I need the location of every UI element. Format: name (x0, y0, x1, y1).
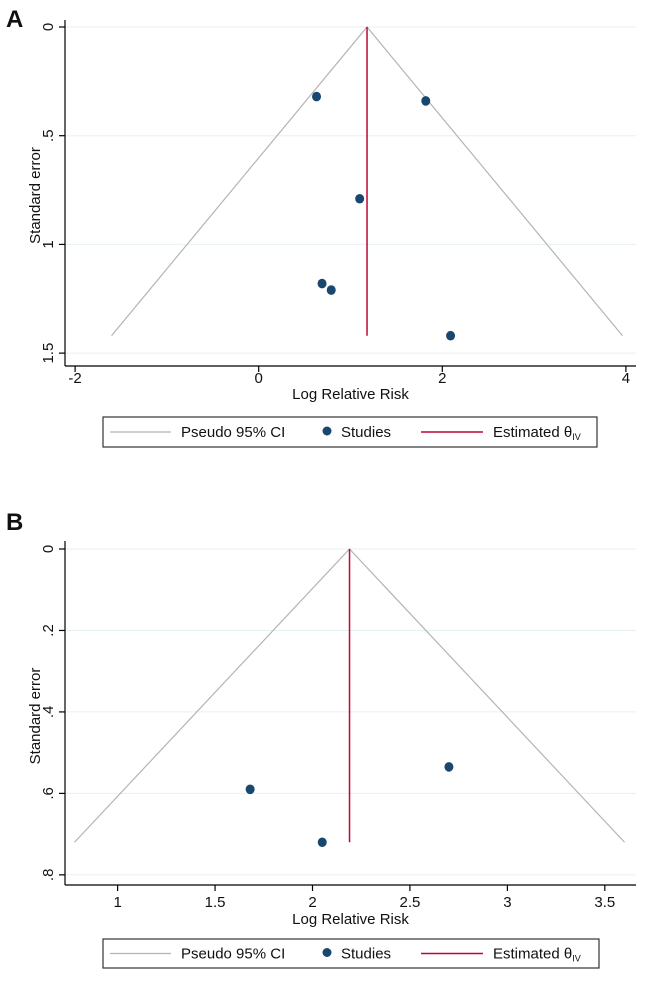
study-point (317, 837, 327, 848)
x-tick-label: 3.5 (594, 894, 615, 911)
x-tick-label: 0 (255, 370, 263, 387)
y-tick-label: 0 (40, 23, 57, 31)
x-tick-label: 2 (308, 894, 316, 911)
y-tick-label: .5 (40, 129, 57, 142)
study-point (421, 96, 431, 106)
legend-estimate-label: Estimated θIV (493, 424, 581, 442)
x-tick-label: 4 (622, 370, 630, 387)
legend: Pseudo 95% CI Studies Estimated θIV (102, 416, 598, 448)
x-tick-label: -2 (68, 370, 81, 387)
y-axis-title: Standard error (27, 147, 44, 244)
legend-studies-label: Studies (341, 946, 391, 963)
study-point (355, 193, 365, 204)
legend: Pseudo 95% CI Studies Estimated θIV (102, 938, 600, 969)
x-tick-label: 1 (113, 894, 121, 911)
y-tick-label: 1.5 (40, 343, 57, 364)
funnel-plot-panel-b: B 0 .2 .4 .6 .8 1 1.5 2 2.5 3 3.5 Log Relative Risk S… (6, 509, 636, 969)
panel-label: A (6, 6, 23, 33)
x-axis-title: Log Relative Risk (292, 911, 409, 928)
study-point (446, 330, 456, 341)
study-point (444, 762, 454, 772)
x-tick-label: 2.5 (400, 894, 421, 911)
x-axis-title: Log Relative Risk (292, 386, 409, 403)
panel-label: B (6, 509, 23, 536)
study-point (326, 285, 336, 295)
y-tick-label: .2 (40, 624, 57, 637)
legend-studies-marker-icon (322, 426, 332, 436)
legend-estimate-text: Estimated θ (493, 424, 572, 441)
y-tick-label: .4 (40, 706, 57, 719)
legend-ci-label: Pseudo 95% CI (181, 946, 285, 963)
funnel-plot-panel-a: A 0 .5 1 1.5 -2 0 2 4 Log Relative Risk Standard e… (6, 6, 636, 448)
legend-estimate-subscript: IV (572, 954, 581, 964)
x-tick-label: 2 (438, 370, 446, 387)
legend-ci-label: Pseudo 95% CI (181, 424, 285, 441)
legend-box (102, 416, 598, 448)
legend-box (102, 938, 600, 969)
y-axis-title: Standard error (27, 668, 44, 765)
legend-studies-label: Studies (341, 424, 391, 441)
x-tick-label: 3 (503, 894, 511, 911)
legend-estimate-subscript: IV (572, 432, 581, 442)
y-tick-label: 1 (40, 240, 57, 248)
legend-studies-marker-icon (322, 948, 332, 957)
y-tick-label: .8 (40, 869, 57, 882)
study-point (317, 278, 327, 289)
x-tick-label: 1.5 (205, 894, 226, 911)
study-point (245, 784, 255, 795)
y-tick-label: 0 (40, 545, 57, 553)
study-point (312, 91, 322, 102)
legend-estimate-text: Estimated θ (493, 946, 572, 963)
legend-estimate-label: Estimated θIV (493, 946, 581, 964)
y-tick-label: .6 (40, 787, 57, 800)
